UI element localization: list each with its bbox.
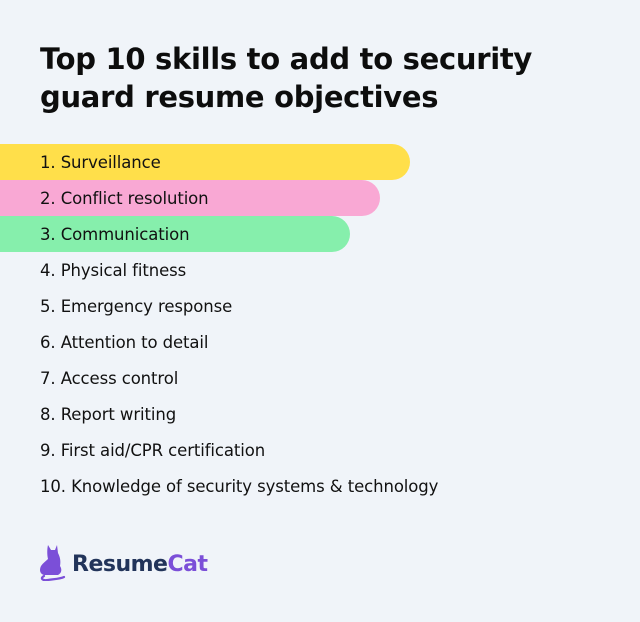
list-item: 8. Report writing <box>0 396 640 432</box>
list-item: 5. Emergency response <box>0 288 640 324</box>
list-item: 2. Conflict resolution <box>0 180 640 216</box>
list-item: 9. First aid/CPR certification <box>0 432 640 468</box>
skill-label: 9. First aid/CPR certification <box>40 440 266 460</box>
highlight-bar <box>0 216 350 252</box>
highlight-bar <box>0 144 410 180</box>
skill-label: 7. Access control <box>40 368 179 388</box>
list-item: 7. Access control <box>0 360 640 396</box>
cat-icon <box>38 543 66 585</box>
skills-list: 1. Surveillance 2. Conflict resolution 3… <box>0 144 640 504</box>
skill-label: 2. Conflict resolution <box>40 188 209 208</box>
brand-name: ResumeCat <box>72 551 208 577</box>
list-item: 1. Surveillance <box>0 144 640 180</box>
skill-label: 5. Emergency response <box>40 296 233 316</box>
list-item: 10. Knowledge of security systems & tech… <box>0 468 640 504</box>
skill-label: 8. Report writing <box>40 404 177 424</box>
list-item: 6. Attention to detail <box>0 324 640 360</box>
skill-label: 4. Physical fitness <box>40 260 187 280</box>
highlight-bar <box>0 180 380 216</box>
brand-name-part2: Cat <box>167 551 208 577</box>
list-item: 4. Physical fitness <box>0 252 640 288</box>
title-line-1: Top 10 skills to add to security <box>40 42 533 76</box>
skill-label: 1. Surveillance <box>40 152 161 172</box>
list-item: 3. Communication <box>0 216 640 252</box>
chart-title: Top 10 skills to add to security guard r… <box>40 40 600 116</box>
resumecat-logo: ResumeCat <box>38 543 208 585</box>
skill-label: 3. Communication <box>40 224 190 244</box>
skill-label: 6. Attention to detail <box>40 332 209 352</box>
brand-name-part1: Resume <box>72 551 168 577</box>
skill-label: 10. Knowledge of security systems & tech… <box>40 476 439 496</box>
title-line-2: guard resume objectives <box>40 80 439 114</box>
